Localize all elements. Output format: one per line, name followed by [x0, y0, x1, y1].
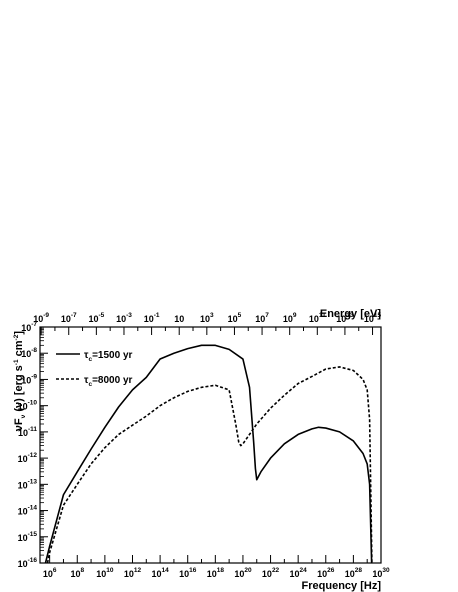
x2-tick-label: 10-5	[88, 312, 104, 324]
x2-tick-label: 1013	[336, 312, 354, 324]
legend: τc=1500 yr τc=8000 yr	[56, 350, 133, 388]
plot-frame	[39, 326, 382, 564]
y-tick-label: 10-14	[18, 505, 38, 517]
y-tick-label: 10-7	[21, 321, 37, 333]
x-tick-label: 1012	[124, 567, 142, 579]
y-tick-label: 10-11	[18, 426, 37, 438]
x-tick-label: 1018	[207, 567, 225, 579]
x-tick-label: 1024	[290, 567, 308, 579]
y-tick-label: 10-16	[18, 557, 38, 569]
x-tick-label: 1016	[179, 567, 197, 579]
series-line-8000yr	[46, 366, 373, 563]
y-tick-label: 10-10	[18, 400, 38, 412]
x-tick-label: 1022	[262, 567, 280, 579]
top-axis-title: Energy [eV]	[320, 308, 381, 320]
legend-label-1500: τc=1500 yr	[84, 350, 133, 363]
x-tick-label: 1020	[234, 567, 252, 579]
x2-tick-label: 107	[255, 312, 269, 324]
y-tick-label: 10-13	[18, 478, 38, 490]
series-line-1500yr	[44, 344, 373, 563]
x2-tick-label: 1011	[309, 312, 326, 324]
x2-tick-label: 10-3	[116, 312, 132, 324]
x-tick-label: 1010	[96, 567, 114, 579]
legend-label-8000: τc=8000 yr	[84, 375, 133, 388]
x-tick-label: 1014	[151, 567, 169, 579]
x2-tick-label: 10	[174, 314, 184, 324]
x-tick-label: 1030	[372, 567, 390, 579]
y-axis-title: νFν (ν) [erg s-1 cm-2]	[13, 331, 27, 432]
x2-tick-label: 10-9	[33, 312, 49, 324]
x2-tick-label: 105	[228, 312, 242, 324]
x2-tick-label: 10-7	[61, 312, 77, 324]
y-tick-label: 10-8	[21, 347, 37, 359]
x-tick-label: 108	[70, 567, 84, 579]
x2-tick-label: 1015	[364, 312, 382, 324]
x-tick-label: 106	[43, 567, 57, 579]
x-tick-label: 1026	[317, 567, 335, 579]
x-axis-title: Frequency [Hz]	[302, 580, 382, 592]
x2-tick-label: 109	[283, 312, 297, 324]
y-tick-label: 10-15	[18, 531, 38, 543]
x2-tick-label: 10-1	[144, 312, 160, 324]
y-tick-label: 10-9	[21, 373, 37, 385]
x2-tick-label: 103	[200, 312, 214, 324]
x-tick-label: 1028	[345, 567, 363, 579]
y-tick-label: 10-12	[18, 452, 38, 464]
